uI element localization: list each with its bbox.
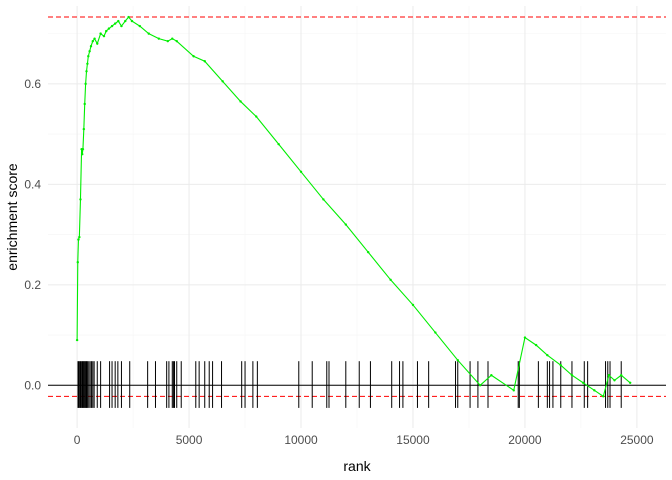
enrichment-score-point: [607, 374, 611, 377]
enrichment-score-point: [512, 389, 515, 392]
enrichment-score-point: [120, 24, 123, 28]
enrichment-score-point: [89, 44, 93, 48]
enrichment-score-point: [299, 170, 303, 173]
enrichment-score-point: [490, 374, 493, 377]
enrichment-score-point: [192, 55, 195, 58]
enrichment-score-point: [628, 381, 632, 384]
x-tick-label: 25000: [620, 433, 654, 447]
enrichment-score-point: [175, 39, 178, 43]
gene-hit-marks: [77, 361, 622, 408]
enrichment-score-point: [81, 153, 84, 156]
enrichment-score-point: [107, 27, 111, 30]
enrichment-score-point: [86, 62, 89, 65]
enrichment-score-point: [322, 198, 325, 201]
enrichment-score-point: [76, 261, 79, 264]
enrichment-score-point: [99, 32, 102, 35]
enrichment-score-point: [277, 142, 280, 146]
x-tick-label: 0: [74, 433, 81, 447]
enrichment-score-point: [83, 102, 86, 106]
enrichment-score-point: [79, 198, 82, 201]
enrichment-score-point: [147, 32, 150, 35]
enrichment-score-point: [157, 37, 161, 40]
enrichment-score-point: [366, 250, 370, 254]
x-axis-tick-labels: 0 5000 10000 15000 20000 25000: [74, 433, 654, 447]
y-tick-label: 0.4: [24, 177, 41, 191]
enrichment-score-point: [434, 331, 437, 334]
enrichment-score-point: [85, 70, 88, 73]
enrichment-score-point: [255, 115, 258, 118]
enrichment-score-point: [478, 384, 482, 387]
enrichment-score-line: [76, 16, 631, 398]
y-tick-label: 0.2: [24, 278, 41, 292]
x-tick-label: 10000: [284, 433, 318, 447]
enrichment-score-point: [124, 19, 127, 23]
enrichment-score-point: [102, 34, 106, 38]
enrichment-score-point: [127, 15, 130, 19]
y-tick-label: 0.0: [24, 378, 41, 392]
x-tick-label: 5000: [176, 433, 203, 447]
enrichment-score-point: [138, 24, 142, 28]
enrichment-score-point: [91, 39, 94, 43]
y-axis-title: enrichment score: [4, 163, 20, 271]
enrichment-score-point: [389, 278, 392, 281]
enrichment-score-point: [117, 19, 120, 23]
enrichment-score-point: [411, 303, 415, 307]
enrichment-score-point: [110, 24, 114, 28]
enrichment-score-point: [96, 42, 99, 45]
enrichment-score-point: [105, 29, 108, 33]
enrichment-score-point: [84, 82, 87, 86]
enrichment-score-point: [75, 338, 79, 342]
enrichment-score-point: [523, 336, 527, 339]
reference-lines: [48, 16, 666, 397]
enrichment-score-point: [93, 37, 96, 40]
enrichment-score-point: [620, 374, 623, 377]
y-axis-tick-labels: 0.0 0.2 0.4 0.6: [24, 77, 41, 392]
enrichment-score-point: [88, 50, 91, 53]
enrichment-score-point: [602, 395, 605, 398]
x-tick-label: 15000: [396, 433, 430, 447]
enrichment-score-point: [221, 80, 224, 83]
enrichment-score-point: [570, 374, 574, 377]
enrichment-score-point: [534, 343, 538, 347]
enrichment-score-point: [593, 389, 596, 392]
enrichment-score-point: [203, 60, 206, 63]
enrichment-score-point: [87, 55, 90, 58]
running-score-series: [75, 15, 632, 398]
enrichment-score-point: [559, 364, 562, 367]
enrichment-score-point: [239, 100, 242, 103]
enrichment-score-point: [171, 37, 174, 40]
enrichment-score-point: [581, 381, 585, 384]
enrichment-score-point: [77, 238, 80, 241]
x-axis-title: rank: [343, 458, 371, 474]
x-tick-label: 20000: [508, 433, 542, 447]
enrichment-score-point: [130, 19, 134, 23]
major-gridlines: [48, 6, 666, 428]
enrichment-score-point: [344, 223, 348, 226]
enrichment-score-point: [82, 127, 86, 131]
enrichment-score-point: [113, 22, 117, 25]
enrichment-score-point: [613, 379, 616, 382]
enrichment-score-point: [456, 358, 459, 362]
enrichment-score-point: [166, 39, 169, 43]
enrichment-score-point: [546, 353, 549, 357]
enrichment-score-point: [81, 147, 85, 151]
enrichment-score-point: [78, 235, 81, 239]
minor-gridlines: [48, 6, 666, 428]
y-tick-label: 0.6: [24, 77, 41, 91]
